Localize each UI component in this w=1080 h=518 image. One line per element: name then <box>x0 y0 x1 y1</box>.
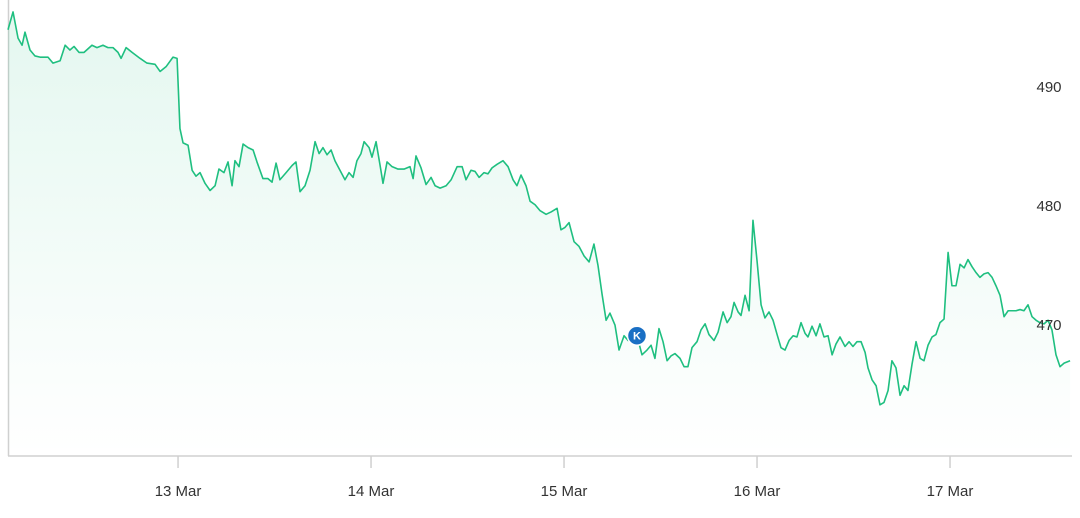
event-marker-dot <box>626 325 648 346</box>
y-tick-label: 490 <box>1036 79 1061 96</box>
y-tick-label: 480 <box>1036 198 1061 215</box>
event-marker-label: K <box>633 331 641 343</box>
x-tick-label: 14 Mar <box>348 483 395 500</box>
x-tick-label: 17 Mar <box>927 483 974 500</box>
x-tick-label: 16 Mar <box>734 483 781 500</box>
y-tick-label: 470 <box>1036 317 1061 334</box>
area <box>8 11 1071 456</box>
x-tick-label: 13 Mar <box>155 483 202 500</box>
price-line <box>7 11 1071 406</box>
x-tick-label: 15 Mar <box>541 483 588 500</box>
event-marker: K <box>626 325 648 346</box>
